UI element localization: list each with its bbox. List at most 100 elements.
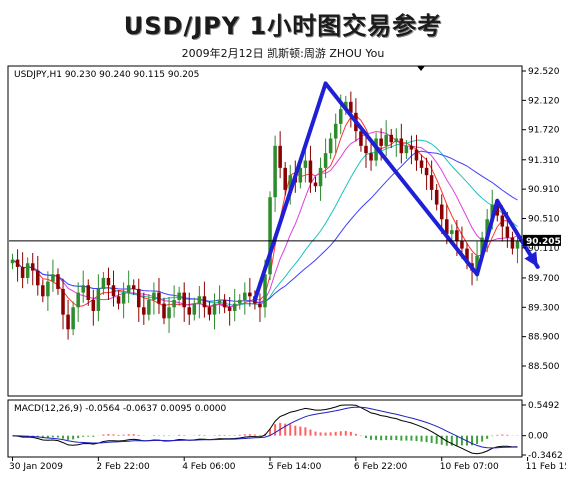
candle-body — [298, 167, 303, 183]
candle-body — [116, 296, 121, 304]
candle-body — [91, 299, 96, 311]
chart-subtitle: 2009年2月12日 凯斯顿:周游 ZHOU You — [181, 47, 385, 60]
x-tick-label: 4 Feb 06:00 — [182, 462, 236, 472]
candle-body — [424, 167, 429, 176]
macd-y-tick-label: 0.00 — [528, 432, 548, 442]
candle-body — [414, 149, 419, 161]
y-tick-label: 89.300 — [528, 303, 560, 313]
candle-body — [495, 204, 500, 216]
candle-body — [323, 153, 328, 168]
candle-body — [384, 134, 388, 146]
candle-body — [359, 131, 363, 146]
candle-body — [515, 240, 520, 249]
current-price-tag — [523, 234, 561, 246]
candle-body — [500, 215, 505, 227]
x-tick-label: 5 Feb 14:00 — [268, 462, 322, 472]
candle-body — [197, 296, 202, 304]
candle-body — [344, 101, 348, 110]
candle-body — [30, 263, 35, 271]
candle-body — [394, 138, 399, 143]
candle-body — [111, 285, 116, 297]
candle-body — [56, 274, 60, 289]
candle-body — [450, 230, 454, 234]
candle-body — [106, 277, 111, 286]
candle-body — [131, 285, 136, 289]
candle-body — [36, 270, 40, 286]
x-tick-label: 6 Feb 22:00 — [354, 462, 408, 472]
candle-body — [460, 241, 464, 249]
candle-body — [510, 237, 515, 249]
macd-info-label: MACD(12,26,9) -0.0564 -0.0637 0.0095 0.0… — [14, 404, 227, 414]
candle-body — [212, 303, 217, 315]
candle-body — [101, 277, 106, 289]
candle-body — [15, 259, 20, 267]
candle-body — [268, 197, 272, 275]
macd-axis: 0.5492 0.00 -0.3462 — [522, 401, 563, 461]
candle-body — [61, 288, 65, 315]
trend-arrow-segment — [252, 81, 328, 302]
candle-body — [121, 292, 126, 304]
candle-body — [182, 292, 186, 308]
candle-body — [25, 263, 30, 278]
candle-body — [217, 299, 222, 304]
trend-arrow-segment — [323, 81, 480, 277]
candle-body — [86, 285, 91, 300]
candle-body — [278, 145, 282, 168]
candle-body — [349, 101, 353, 113]
chart-title: USD/JPY 1小时图交易参考 — [123, 12, 443, 40]
x-tick-label: 2 Feb 22:00 — [96, 462, 150, 472]
candle-body — [434, 189, 439, 205]
candle-body — [485, 219, 489, 238]
candle-body — [333, 123, 338, 139]
price-axis: 92.520 92.120 91.720 91.310 90.910 90.510 90.1… — [522, 67, 560, 372]
candle-body — [303, 160, 308, 168]
y-tick-label: 92.520 — [528, 67, 560, 77]
candle-body — [288, 175, 293, 190]
candle-body — [308, 160, 313, 183]
candle-body — [162, 303, 166, 319]
candle-body — [273, 145, 277, 198]
candle-body — [222, 299, 227, 308]
candle-body — [465, 248, 469, 264]
chart-shift-marker — [417, 66, 425, 71]
candle-body — [207, 307, 212, 315]
y-tick-label: 90.910 — [528, 185, 560, 195]
trend-arrows — [252, 81, 540, 302]
candle-body — [96, 288, 101, 311]
candle-body — [248, 292, 252, 297]
candle-body — [258, 303, 262, 308]
candle-body — [66, 314, 70, 330]
candle-body — [369, 153, 373, 161]
candle-body — [202, 296, 207, 308]
candle-body — [364, 145, 368, 154]
y-tick-label: 90.110 — [528, 244, 560, 254]
candle-body — [429, 175, 434, 190]
candle-body — [192, 303, 197, 315]
candle-body — [142, 307, 146, 315]
candle-body — [338, 109, 343, 124]
y-tick-label: 90.510 — [528, 215, 560, 225]
candle-body — [389, 134, 394, 143]
candle-body — [81, 285, 85, 293]
price-info-label: USDJPY,H1 90.230 90.240 90.115 90.205 — [14, 70, 199, 80]
candle-body — [243, 292, 247, 300]
candle-body — [76, 292, 80, 308]
y-tick-label: 88.500 — [528, 362, 560, 372]
trend-arrow-head — [524, 251, 538, 267]
candle-body — [505, 226, 510, 238]
candle-body — [263, 274, 267, 308]
macd-panel-frame — [7, 399, 523, 458]
candle-body — [10, 259, 15, 264]
candle-body — [419, 160, 424, 168]
x-tick-label: 30 Jan 2009 — [9, 462, 63, 472]
candle-body — [455, 230, 459, 242]
x-tick-label: 11 Feb 15:00 — [526, 462, 566, 472]
y-tick-label: 89.700 — [528, 274, 560, 284]
x-tick-label: 10 Feb 07:00 — [440, 462, 499, 472]
candle-body — [136, 288, 141, 308]
candle-body — [41, 285, 45, 297]
trend-arrow-segment — [475, 198, 500, 277]
candle-body — [177, 292, 181, 300]
y-tick-label: 91.720 — [528, 126, 560, 136]
